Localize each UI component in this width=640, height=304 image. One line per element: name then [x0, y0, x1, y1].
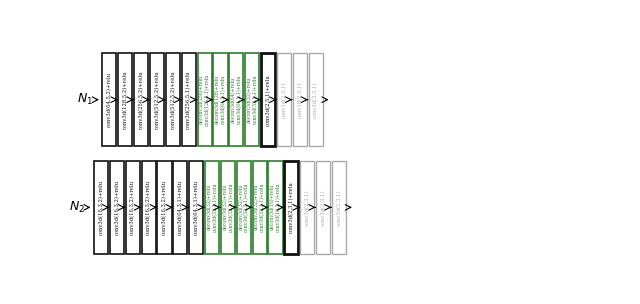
Text: conv3d(256,5,1)+relu: conv3d(256,5,1)+relu — [186, 71, 191, 129]
Text: deconv3d(32)+relu
conv3d(32,3,1)+relu: deconv3d(32)+relu conv3d(32,3,1)+relu — [238, 183, 250, 232]
Bar — [245, 53, 259, 147]
Bar — [189, 161, 204, 254]
Text: conv3d(16,3,2)+relu: conv3d(16,3,2)+relu — [99, 180, 104, 235]
Text: conv3d(2,5,1)+relu: conv3d(2,5,1)+relu — [266, 74, 271, 126]
Bar — [316, 161, 330, 254]
Text: conv3d(2,5,1): conv3d(2,5,1) — [282, 81, 287, 118]
Text: conv3d(16,3,2)+relu: conv3d(16,3,2)+relu — [146, 180, 151, 235]
Text: conv3d(2,5,1): conv3d(2,5,1) — [298, 81, 303, 118]
Text: conv3d(2,3,1): conv3d(2,3,1) — [321, 189, 326, 226]
Bar — [110, 161, 124, 254]
Bar — [134, 53, 148, 147]
Bar — [94, 161, 108, 254]
Text: conv3d(2,3,1)+relu: conv3d(2,3,1)+relu — [289, 181, 294, 233]
Text: deconv3d(32)+relu
conv3d(32,5,1)+relu: deconv3d(32)+relu conv3d(32,5,1)+relu — [246, 75, 258, 124]
Text: deconv3d(32)+relu
conv3d(32,3,1)+relu: deconv3d(32)+relu conv3d(32,3,1)+relu — [254, 183, 265, 232]
Bar — [157, 161, 172, 254]
Bar — [205, 161, 219, 254]
Bar — [284, 161, 298, 254]
Bar — [300, 161, 314, 254]
Bar — [277, 53, 291, 147]
Text: conv3d(2,3,1): conv3d(2,3,1) — [305, 189, 310, 226]
Text: conv3d(512,5,2)+relu: conv3d(512,5,2)+relu — [170, 71, 175, 129]
Text: conv3d(64,3,1)+relu: conv3d(64,3,1)+relu — [194, 180, 199, 235]
Text: conv3d(2,5,1): conv3d(2,5,1) — [313, 81, 318, 118]
Bar — [166, 53, 180, 147]
Text: deconv3d(64)+relu
conv3d(64,5,1)+relu: deconv3d(64)+relu conv3d(64,5,1)+relu — [231, 75, 242, 124]
Text: conv3d(64,3,1)+relu: conv3d(64,3,1)+relu — [178, 180, 183, 235]
Bar — [118, 53, 132, 147]
Bar — [253, 161, 267, 254]
Bar — [182, 53, 196, 147]
Bar — [269, 161, 283, 254]
Text: deconv3d(32)+relu
conv3d(32,3,1)+relu: deconv3d(32)+relu conv3d(32,3,1)+relu — [207, 183, 218, 232]
Bar — [102, 53, 116, 147]
Bar — [237, 161, 251, 254]
Bar — [198, 53, 212, 147]
Text: deconv3d(32)+relu
conv3d(32,3,1)+relu: deconv3d(32)+relu conv3d(32,3,1)+relu — [222, 183, 234, 232]
Bar — [150, 53, 164, 147]
Text: conv3d(16,3,2)+relu: conv3d(16,3,2)+relu — [130, 180, 135, 235]
Text: conv3d(512,5,2)+relu: conv3d(512,5,2)+relu — [154, 71, 159, 129]
Bar — [261, 53, 275, 147]
Text: $N_2$: $N_2$ — [68, 200, 84, 215]
Text: conv3d(2,3,1): conv3d(2,3,1) — [337, 189, 342, 226]
Text: deconv3d(16)+relu
conv3d(16,3,1)+relu: deconv3d(16)+relu conv3d(16,3,1)+relu — [270, 183, 281, 232]
Text: conv3d(16,3,2)+relu: conv3d(16,3,2)+relu — [115, 180, 120, 235]
Bar — [221, 161, 235, 254]
Text: conv3d(256,5,2)+relu: conv3d(256,5,2)+relu — [139, 71, 144, 129]
Bar — [229, 53, 243, 147]
Bar — [292, 53, 307, 147]
Text: $N_1$: $N_1$ — [77, 92, 93, 107]
Bar — [332, 161, 346, 254]
Text: conv3d(16,3,2)+relu: conv3d(16,3,2)+relu — [162, 180, 167, 235]
Bar — [141, 161, 156, 254]
Text: conv3d(128,5,2)+relu: conv3d(128,5,2)+relu — [123, 71, 128, 129]
Text: conv3d(64,5,2)+relu: conv3d(64,5,2)+relu — [107, 72, 112, 127]
Bar — [125, 161, 140, 254]
Text: deconv3d(128)+relu
conv3d(64,5,1)+relu: deconv3d(128)+relu conv3d(64,5,1)+relu — [215, 75, 226, 124]
Bar — [308, 53, 323, 147]
Text: deconv3d(256)+relu
conv3d(125,5,1)+relu: deconv3d(256)+relu conv3d(125,5,1)+relu — [199, 74, 210, 126]
Bar — [173, 161, 188, 254]
Bar — [213, 53, 228, 147]
